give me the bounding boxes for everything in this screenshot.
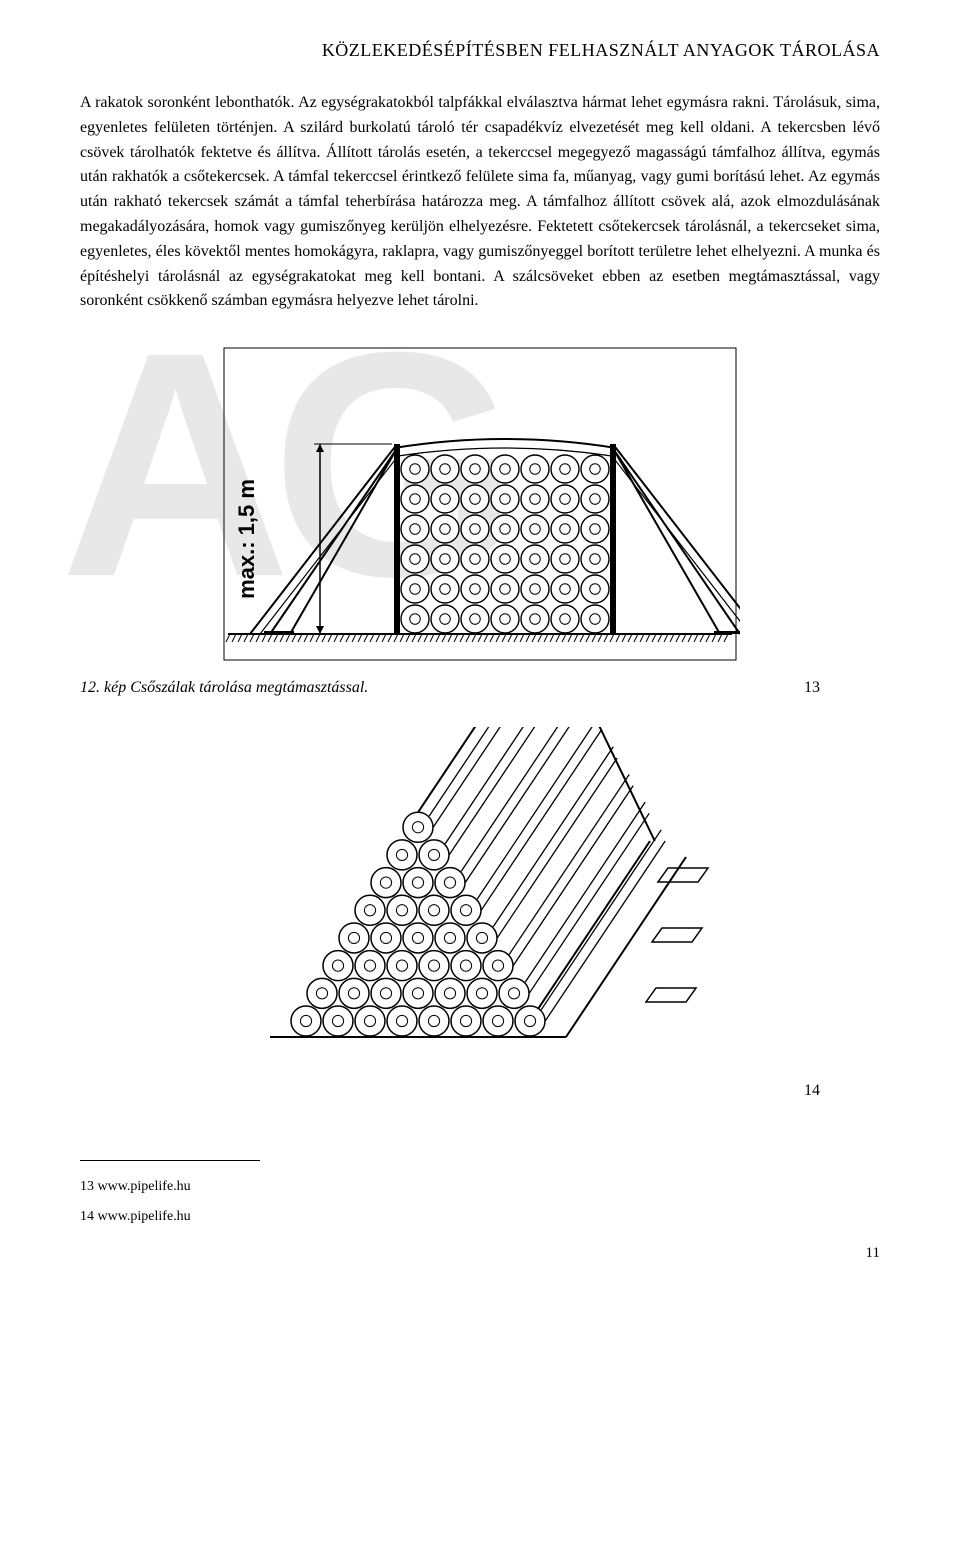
footnotes-divider: [80, 1160, 260, 1161]
figure-1: max.: 1,5 m: [80, 344, 880, 669]
figure-1-svg: max.: 1,5 m: [220, 344, 740, 664]
footnotes: 13 www.pipelife.hu 14 www.pipelife.hu: [80, 1179, 880, 1225]
figure-2-footnote-ref: 14: [80, 1082, 880, 1100]
figure-2: [80, 727, 880, 1072]
svg-text:max.: 1,5 m: max.: 1,5 m: [234, 479, 259, 599]
page-number: 11: [80, 1245, 880, 1262]
figure-1-footnote-ref: 13: [804, 679, 880, 697]
body-paragraph: A rakatok soronként lebonthatók. Az egys…: [80, 91, 880, 314]
footnote: 14 www.pipelife.hu: [80, 1209, 880, 1225]
footnote: 13 www.pipelife.hu: [80, 1179, 880, 1195]
figure-1-caption: 12. kép Csőszálak tárolása megtámasztáss…: [80, 679, 368, 697]
figure-1-caption-row: 12. kép Csőszálak tárolása megtámasztáss…: [80, 679, 880, 697]
page-header-title: KÖZLEKEDÉSÉPÍTÉSBEN FELHASZNÁLT ANYAGOK …: [80, 40, 880, 61]
figure-2-svg: [220, 727, 740, 1067]
